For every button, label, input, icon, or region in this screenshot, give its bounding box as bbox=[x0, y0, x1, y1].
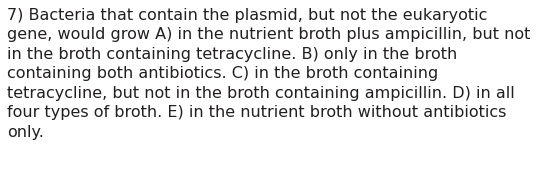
Text: 7) Bacteria that contain the plasmid, but not the eukaryotic
gene, would grow A): 7) Bacteria that contain the plasmid, bu… bbox=[7, 8, 531, 140]
